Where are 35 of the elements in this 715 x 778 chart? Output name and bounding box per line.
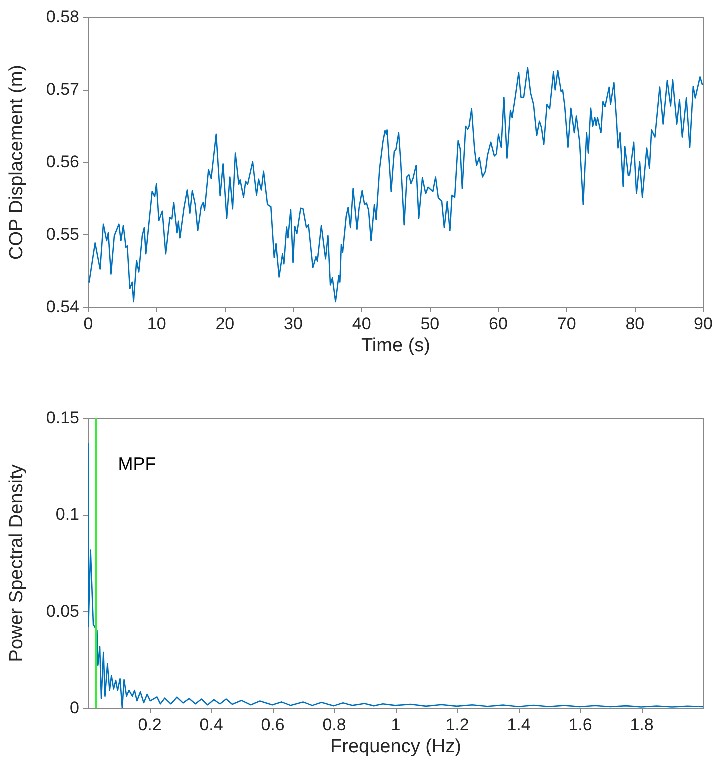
x-tick-label: 0.2	[138, 716, 162, 734]
x-tick-label: 10	[147, 314, 166, 334]
x-tick-label: 1	[391, 716, 401, 734]
x-tick-label: 0.6	[261, 716, 285, 734]
ref-line-label: MPF	[118, 454, 156, 474]
x-axis-title: Time (s)	[362, 336, 430, 356]
x-tick-label: 1.4	[507, 716, 531, 734]
x-tick-label: 1.6	[568, 716, 592, 734]
y-tick-label: 0.56	[46, 152, 80, 172]
x-tick-label: 0.4	[200, 716, 224, 734]
y-tick-label: 0.05	[46, 602, 80, 621]
y-tick-label: 0.57	[46, 80, 80, 99]
y-tick-label: 0.55	[46, 225, 80, 244]
x-tick-label: 90	[694, 314, 713, 334]
y-axis-title: COP Displacement (m)	[6, 65, 28, 260]
x-axis-title: Frequency (Hz)	[330, 736, 462, 758]
y-tick-label: 0	[70, 698, 80, 718]
x-tick-label: 60	[489, 314, 508, 334]
x-tick-label: 20	[216, 314, 235, 334]
y-tick-label: 0.54	[46, 298, 80, 316]
x-tick-label: 70	[557, 314, 576, 334]
y-tick-label: 0.1	[56, 505, 80, 524]
line-series	[88, 442, 703, 708]
x-tick-label: 30	[284, 314, 303, 334]
y-tick-label: 0.15	[46, 408, 80, 428]
y-axis-title: Power Spectral Density	[6, 464, 28, 662]
x-tick-label: 1.2	[446, 716, 470, 734]
x-tick-label: 0.8	[322, 716, 346, 734]
x-tick-label: 50	[420, 314, 440, 334]
x-tick-label: 1.8	[630, 716, 654, 734]
line-series	[88, 67, 703, 303]
x-tick-label: 0	[84, 314, 94, 334]
y-tick-label: 0.58	[46, 8, 80, 26]
x-tick-label: 40	[352, 314, 372, 334]
x-tick-label: 80	[626, 314, 645, 334]
